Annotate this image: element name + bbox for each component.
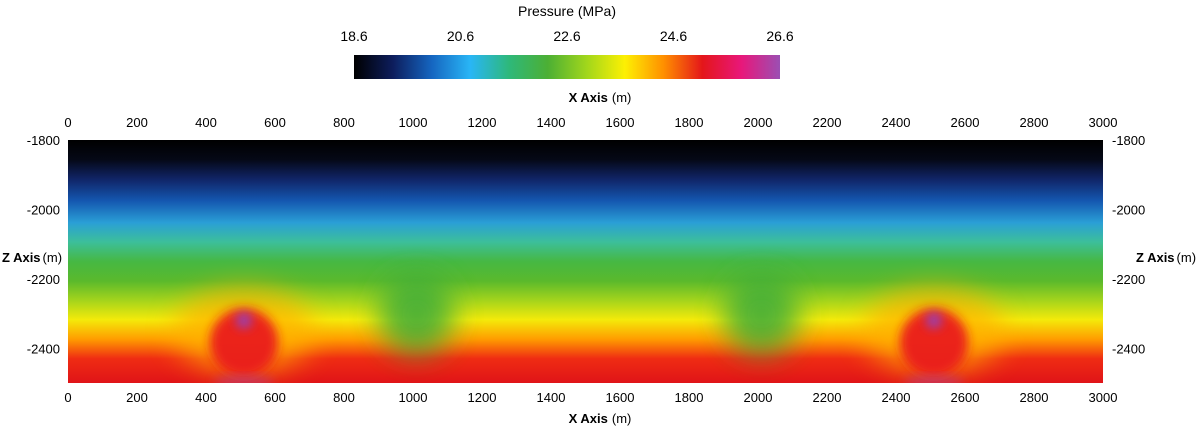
colorbar-tick-label: 22.6 [553,28,580,44]
heatmap-field [68,140,1103,383]
x-tick-label: 1400 [537,390,566,405]
x-tick-label: 3000 [1089,115,1118,130]
z-tick-label-left: -1800 [27,133,60,148]
x-tick-label: 0 [64,390,71,405]
colorbar-gradient [354,55,780,79]
z-tick-label-right: -2000 [1112,202,1145,217]
low-pressure-dip [723,273,800,354]
x-tick-label: 200 [126,115,148,130]
colorbar-tick-label: 20.6 [447,28,474,44]
z-tick-label-left: -2200 [27,272,60,287]
x-axis-title-top: X Axis (m) [569,90,632,105]
x-axis-ticks-bottom: 0 200 400 600 800 1000 1200 1400 1600 1800 2000 220… [64,390,1117,405]
low-pressure-dip [378,273,455,354]
x-tick-label: 2200 [813,115,842,130]
x-axis-ticks-top: 0 200 400 600 800 1000 1200 1400 1600 1800 2000 220… [64,115,1117,130]
z-tick-label-left: -2400 [27,341,60,356]
x-axis-label-top: X Axis [569,90,608,105]
z-axis-ticks-right: -1800 -2000 -2200 -2400 [1112,133,1145,356]
z-tick-label-right: -2200 [1112,272,1145,287]
x-tick-label: 1600 [606,115,635,130]
x-tick-label: 800 [333,115,355,130]
x-tick-label: 1000 [399,115,428,130]
z-axis-title-left: Z Axis (m) [2,250,62,265]
bottom-peak-tint [213,376,274,383]
x-tick-label: 2200 [813,390,842,405]
z-axis-title-right: Z Axis (m) [1136,250,1196,265]
x-tick-label: 1400 [537,115,566,130]
x-tick-label: 2000 [744,115,773,130]
x-tick-label: 1200 [468,390,497,405]
x-axis-label-bottom: X Axis [569,411,608,426]
x-tick-label: 1600 [606,390,635,405]
bottom-peak-tint [903,376,964,383]
pressure-core [899,308,968,377]
colorbar-tick-labels: 18.6 20.6 22.6 24.6 26.6 [340,28,794,59]
z-tick-label-left: -2000 [27,202,60,217]
colorbar-tick-label: 24.6 [660,28,687,44]
z-axis-label-left: Z Axis [2,250,41,265]
x-tick-label: 3000 [1089,390,1118,405]
pressure-core [209,308,278,377]
x-tick-label: 2600 [951,390,980,405]
x-tick-label: 2800 [1020,390,1049,405]
x-tick-label: 0 [64,115,71,130]
colorbar-title: Pressure (MPa) [518,3,616,19]
pressure-source-point [235,312,252,329]
x-tick-label: 200 [126,390,148,405]
pressure-heatmap [68,140,1103,383]
x-tick-label: 2400 [882,115,911,130]
x-tick-label: 800 [333,390,355,405]
x-tick-label: 2400 [882,390,911,405]
x-tick-label: 1000 [399,390,428,405]
x-axis-title-bottom: X Axis (m) [569,411,632,426]
x-axis-unit-top: (m) [612,90,632,105]
z-axis-unit-right: (m) [1177,250,1197,265]
x-tick-label: 400 [195,390,217,405]
z-axis-ticks-left: -1800 -2000 -2200 -2400 [27,133,60,356]
x-tick-label: 600 [264,390,286,405]
x-tick-label: 600 [264,115,286,130]
x-tick-label: 2600 [951,115,980,130]
pressure-source-point [925,312,942,329]
z-tick-label-right: -1800 [1112,133,1145,148]
x-tick-label: 400 [195,115,217,130]
colorbar-tick-label: 26.6 [766,28,793,44]
z-axis-label-right: Z Axis [1136,250,1175,265]
x-tick-label: 2000 [744,390,773,405]
x-tick-label: 1800 [675,390,704,405]
x-tick-label: 2800 [1020,115,1049,130]
x-tick-label: 1800 [675,115,704,130]
z-axis-unit-left: (m) [43,250,63,265]
x-axis-unit-bottom: (m) [612,411,632,426]
colorbar-tick-label: 18.6 [340,28,367,44]
z-tick-label-right: -2400 [1112,341,1145,356]
x-tick-label: 1200 [468,115,497,130]
